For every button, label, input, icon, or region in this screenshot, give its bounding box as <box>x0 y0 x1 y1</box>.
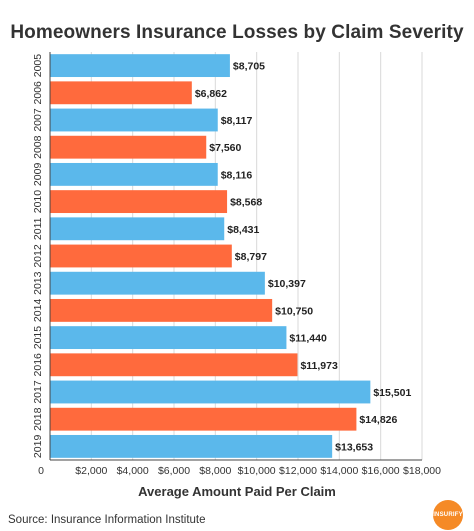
bar-value-label: $8,116 <box>221 169 253 181</box>
bar-2009 <box>50 162 218 186</box>
bar-2007 <box>50 108 218 132</box>
x-tick-label: $4,000 <box>117 465 149 477</box>
x-tick-label: $8,000 <box>199 465 231 477</box>
bar-value-label: $8,568 <box>230 197 262 209</box>
bar-2017 <box>50 380 371 404</box>
bar-value-label: $11,440 <box>289 333 327 345</box>
y-tick-label: 2010 <box>32 190 44 214</box>
bar-value-label: $8,705 <box>233 61 265 73</box>
bar-2015 <box>50 326 287 350</box>
bar-value-label: $15,501 <box>373 387 411 399</box>
source-note: Source: Insurance Information Institute <box>8 514 206 526</box>
bar-value-label: $10,397 <box>268 278 306 290</box>
bar-value-label: $14,826 <box>359 414 397 426</box>
y-tick-label: 2007 <box>32 108 44 132</box>
bar-value-label: $10,750 <box>275 305 313 317</box>
bar-2010 <box>50 190 228 214</box>
bar-2006 <box>50 81 192 105</box>
bar-2011 <box>50 217 225 241</box>
bar-2005 <box>50 54 230 78</box>
y-tick-label: 2017 <box>32 380 44 404</box>
bar-value-label: $8,117 <box>221 115 253 127</box>
bar-2013 <box>50 271 265 295</box>
x-tick-label: $12,000 <box>279 465 317 477</box>
y-tick-label: 2019 <box>32 435 44 459</box>
y-tick-label: 2015 <box>32 326 44 350</box>
bar-2012 <box>50 244 232 268</box>
x-tick-label: $10,000 <box>238 465 276 477</box>
bar-2018 <box>50 407 357 431</box>
x-tick-label: $18,000 <box>403 465 441 477</box>
x-tick-label: $6,000 <box>158 465 190 477</box>
x-tick-label: $2,000 <box>75 465 107 477</box>
bar-value-label: $7,560 <box>209 142 241 154</box>
y-tick-label: 2018 <box>32 407 44 431</box>
bar-2014 <box>50 298 273 322</box>
bar-value-label: $11,973 <box>300 360 338 372</box>
y-tick-label: 2005 <box>32 54 44 78</box>
x-tick-label: $14,000 <box>320 465 358 477</box>
bar-value-label: $6,862 <box>195 88 227 100</box>
bar-2016 <box>50 353 298 377</box>
bar-value-label: $8,431 <box>227 224 259 236</box>
y-tick-label: 2008 <box>32 135 44 159</box>
x-axis-label: Average Amount Paid Per Claim <box>138 484 336 499</box>
brand-logo: INSURIFY <box>433 500 463 530</box>
bar-2019 <box>50 434 333 458</box>
bar-2008 <box>50 135 207 159</box>
y-tick-label: 2016 <box>32 353 44 377</box>
bar-value-label: $8,797 <box>235 251 267 263</box>
y-tick-label: 2006 <box>32 81 44 105</box>
x-tick-label: 0 <box>38 465 44 477</box>
y-tick-label: 2011 <box>32 217 44 240</box>
bar-value-label: $13,653 <box>335 441 373 453</box>
chart-title: Homeowners Insurance Losses by Claim Sev… <box>10 22 464 43</box>
y-tick-label: 2014 <box>32 299 44 323</box>
y-tick-label: 2012 <box>32 244 44 268</box>
y-tick-label: 2009 <box>32 163 44 187</box>
y-tick-label: 2013 <box>32 271 44 295</box>
x-tick-label: $16,000 <box>362 465 400 477</box>
